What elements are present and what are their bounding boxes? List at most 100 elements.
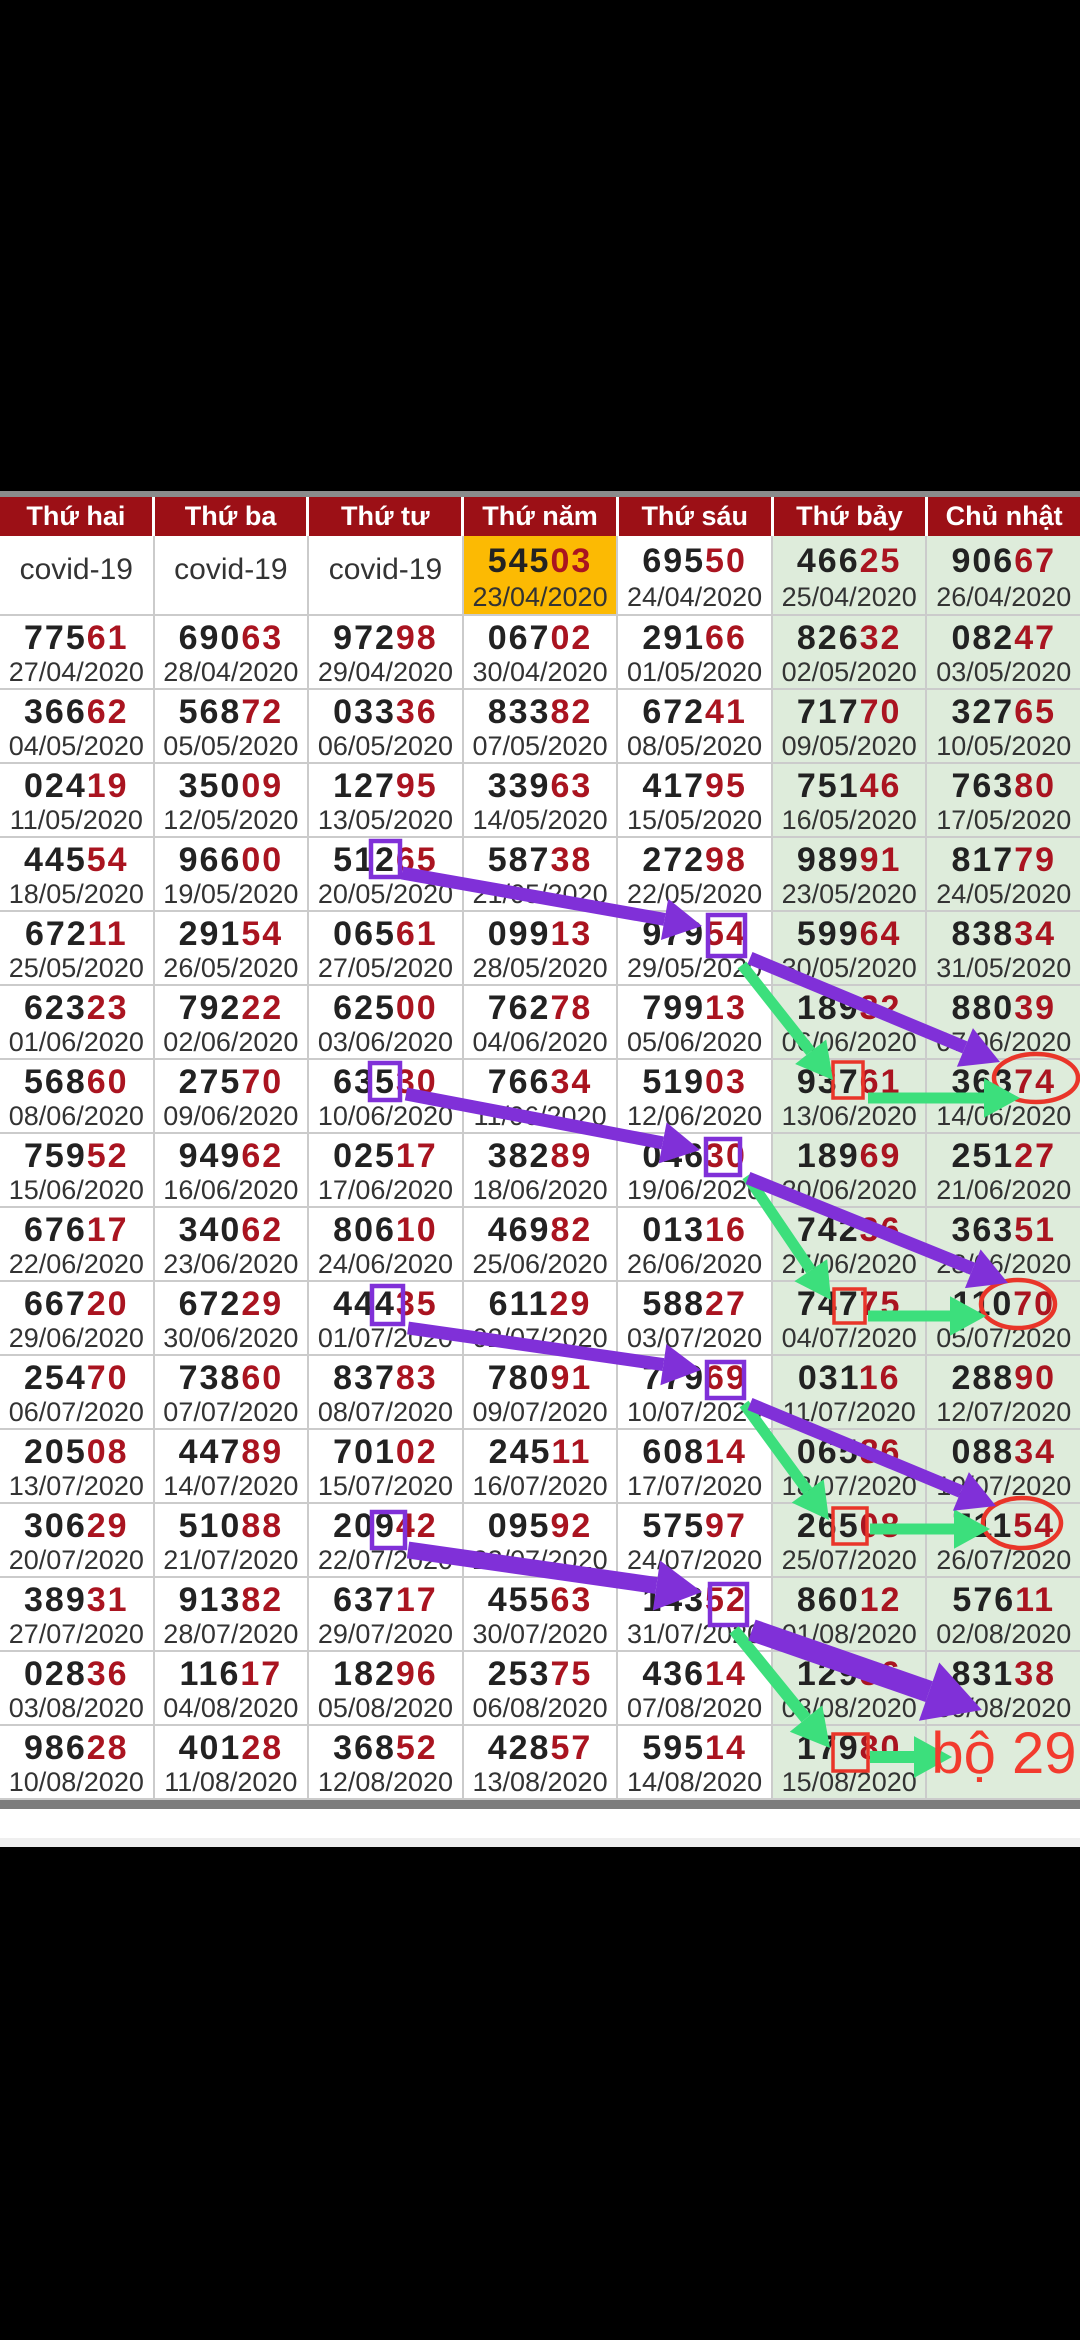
draw-number-main: 291 (642, 619, 706, 657)
draw-number-main: 799 (642, 989, 706, 1027)
draw-number-main: 833 (487, 693, 551, 731)
draw-number-tail: 70 (1013, 1285, 1056, 1323)
result-cell: 20942 22/07/2020 (309, 1504, 464, 1578)
draw-number-main: 095 (487, 1507, 551, 1545)
covid-label: covid-19 (328, 553, 443, 586)
draw-number-tail: 89 (550, 1137, 593, 1175)
draw-number: 67211 (0, 915, 153, 954)
calendar-row: 67211 25/05/2020 29154 26/05/2020 06561 27/05… (0, 912, 1080, 986)
calendar-row: 66720 29/06/2020 67229 30/06/2020 44435 01/07… (0, 1282, 1080, 1356)
draw-number-main: 455 (487, 1581, 551, 1619)
draw-number-main: 340 (178, 1211, 242, 1249)
result-cell: 62323 01/06/2020 (0, 986, 155, 1060)
result-cell: 56860 08/06/2020 (0, 1060, 155, 1134)
draw-number: 35009 (155, 767, 308, 806)
draw-number: 30629 (0, 1507, 153, 1546)
calendar-row: 30629 20/07/2020 51088 21/07/2020 20942 22/07… (0, 1504, 1080, 1578)
result-cell: 51265 20/05/2020 (309, 838, 464, 912)
result-cell: 24511 16/07/2020 (463, 1430, 619, 1504)
gray-divider-bottom (0, 1838, 1080, 1847)
draw-number: 82632 (773, 619, 926, 658)
draw-number: 06702 (464, 619, 617, 658)
draw-date: 09/06/2020 (163, 1101, 299, 1131)
draw-date: 24/06/2020 (317, 1249, 454, 1279)
result-cell: 25127 21/06/2020 (927, 1134, 1080, 1208)
draw-date: 01/05/2020 (627, 657, 763, 687)
result-cell: 27570 09/06/2020 (154, 1060, 310, 1134)
calendar-row: 67617 22/06/2020 34062 23/06/2020 80610 24/06… (0, 1208, 1080, 1282)
draw-number-tail: 61 (395, 915, 438, 953)
result-cell: 26508 25/07/2020 (772, 1504, 928, 1578)
draw-number: 73860 (155, 1359, 308, 1398)
draw-number: 76380 (927, 767, 1080, 806)
draw-number: 81779 (927, 841, 1080, 880)
draw-date: 30/05/2020 (781, 953, 917, 983)
draw-number-tail: 52 (705, 1581, 747, 1619)
calendar-row: 56860 08/06/2020 27570 09/06/2020 63530 10/06… (0, 1060, 1080, 1134)
draw-number-main: 510 (178, 1507, 242, 1545)
draw-number-main: 350 (178, 767, 242, 805)
draw-date: 25/04/2020 (781, 582, 917, 612)
draw-date: 02/05/2020 (781, 657, 917, 687)
draw-number-tail: 36 (859, 1211, 902, 1249)
draw-number-tail: 17 (240, 1655, 283, 1693)
draw-number: 04630 (618, 1137, 771, 1176)
draw-number-main: 143 (642, 1581, 706, 1619)
draw-number-main: 025 (333, 1137, 396, 1175)
draw-number-main: 937 (796, 1063, 860, 1101)
draw-date: 05/08/2020 (317, 1693, 454, 1723)
draw-number-tail: 57 (550, 1729, 593, 1767)
draw-number-main: 766 (487, 1063, 551, 1101)
draw-number-tail: 96 (395, 1655, 438, 1693)
draw-number-tail: 46 (859, 767, 902, 805)
draw-date: 03/08/2020 (8, 1693, 144, 1723)
result-cell: 25470 06/07/2020 (0, 1356, 155, 1430)
draw-number: 63530 (309, 1063, 462, 1102)
draw-date: 12/06/2020 (627, 1101, 763, 1131)
result-cell: 61129 02/07/2020 (463, 1282, 619, 1356)
draw-number-tail: 80 (1014, 767, 1057, 805)
result-cell: 02419 11/05/2020 (0, 764, 155, 838)
result-cell: 25375 06/08/2020 (463, 1652, 619, 1726)
result-cell: 76278 04/06/2020 (463, 986, 619, 1060)
calendar-row: 25470 06/07/2020 73860 07/07/2020 83783 08/07… (0, 1356, 1080, 1430)
draw-number-tail: 03 (705, 1063, 747, 1101)
draw-number-tail: 75 (859, 1285, 902, 1323)
draw-number: 83138 (927, 1655, 1080, 1694)
result-cell: 77561 27/04/2020 (0, 616, 155, 690)
draw-number-tail: 82 (550, 693, 593, 731)
draw-number: 58738 (464, 841, 617, 880)
draw-date: 26/07/2020 (936, 1545, 1072, 1575)
draw-date: 17/07/2020 (627, 1471, 763, 1501)
draw-number-main: 838 (951, 915, 1015, 953)
draw-number-main: 880 (951, 989, 1015, 1027)
draw-date: 13/06/2020 (781, 1101, 917, 1131)
draw-number-tail: 36 (86, 1655, 129, 1693)
table-bottom-scrollbar[interactable] (0, 1800, 1080, 1809)
result-cell: 36852 12/08/2020 (309, 1726, 464, 1800)
draw-number-main: 738 (178, 1359, 242, 1397)
draw-date: 07/08/2020 (627, 1693, 763, 1723)
weekday-header-cell: Thứ ba (154, 497, 310, 536)
draw-date: 29/06/2020 (8, 1323, 144, 1353)
draw-number-tail: 86 (859, 1433, 902, 1471)
draw-number-tail: 56 (859, 1655, 902, 1693)
draw-number-tail: 39 (1014, 989, 1057, 1027)
draw-number-main: 989 (796, 841, 860, 879)
draw-number-main: 024 (24, 767, 87, 805)
draw-number-tail: 65 (395, 841, 438, 879)
draw-date: 17/06/2020 (317, 1175, 454, 1205)
draw-number: 97298 (309, 619, 462, 658)
draw-number: 03336 (309, 693, 462, 732)
draw-number: 75952 (0, 1137, 153, 1176)
draw-number-tail: 30 (395, 1063, 438, 1101)
draw-number-tail: 17 (86, 1211, 129, 1249)
draw-number-tail: 98 (705, 841, 747, 879)
draw-number: 54503 (464, 542, 617, 581)
result-cell: 36351 28/06/2020 (927, 1208, 1080, 1282)
draw-number-main: 065 (796, 1433, 860, 1471)
draw-number-tail: 83 (395, 1359, 438, 1397)
draw-date: 09/05/2020 (781, 731, 917, 761)
draw-number-tail: 88 (241, 1507, 284, 1545)
result-cell: 63530 10/06/2020 (309, 1060, 464, 1134)
